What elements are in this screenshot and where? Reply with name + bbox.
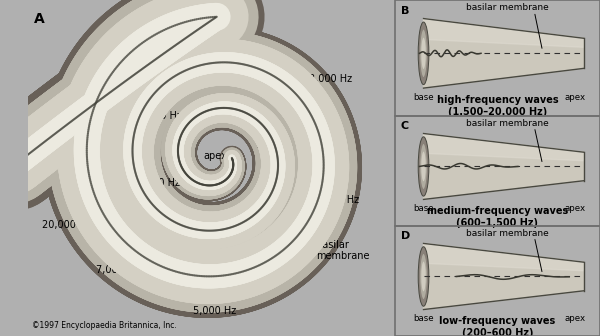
Text: 400 Hz: 400 Hz — [148, 111, 182, 121]
Text: 20,000 Hz: 20,000 Hz — [42, 220, 91, 230]
Text: 7,000 Hz: 7,000 Hz — [96, 265, 139, 276]
Text: D: D — [401, 231, 410, 241]
Text: basilar membrane: basilar membrane — [466, 229, 549, 238]
Ellipse shape — [418, 137, 429, 196]
Text: ©1997 Encyclopaedia Britannica, Inc.: ©1997 Encyclopaedia Britannica, Inc. — [32, 321, 176, 330]
Text: 600 Hz: 600 Hz — [191, 109, 225, 119]
Text: base: base — [413, 204, 434, 213]
Polygon shape — [424, 133, 584, 200]
Text: base: base — [413, 93, 434, 102]
Text: cochlear duct: cochlear duct — [64, 158, 130, 168]
Text: basilar membrane: basilar membrane — [466, 119, 549, 128]
Polygon shape — [424, 18, 584, 88]
Text: 3,000 Hz: 3,000 Hz — [309, 74, 352, 84]
Ellipse shape — [419, 143, 427, 190]
Ellipse shape — [419, 253, 427, 300]
Polygon shape — [424, 243, 584, 271]
Text: C: C — [401, 121, 409, 131]
Text: 5,000 Hz: 5,000 Hz — [193, 306, 236, 316]
Text: basilar membrane: basilar membrane — [466, 3, 549, 12]
Text: 4,000 Hz: 4,000 Hz — [316, 195, 359, 205]
Polygon shape — [424, 243, 584, 309]
Text: base: base — [413, 314, 434, 323]
Ellipse shape — [421, 38, 426, 69]
Text: 200 Hz: 200 Hz — [146, 178, 180, 188]
Ellipse shape — [421, 152, 426, 181]
Ellipse shape — [13, 155, 24, 174]
Ellipse shape — [419, 29, 427, 78]
Text: A: A — [34, 12, 44, 26]
Polygon shape — [424, 18, 584, 47]
Text: apex: apex — [565, 314, 586, 323]
Text: apex: apex — [565, 93, 586, 102]
Text: low-frequency waves
(200–600 Hz): low-frequency waves (200–600 Hz) — [439, 316, 556, 336]
Ellipse shape — [15, 158, 22, 171]
Polygon shape — [424, 133, 584, 161]
Text: 1,000 Hz: 1,000 Hz — [190, 217, 233, 227]
Text: basilar
membrane: basilar membrane — [316, 240, 369, 261]
Text: medium-frequency waves
(600–1,500 Hz): medium-frequency waves (600–1,500 Hz) — [427, 206, 568, 227]
Ellipse shape — [418, 247, 429, 306]
Text: 1,500 Hz: 1,500 Hz — [109, 40, 152, 50]
Text: 800 Hz: 800 Hz — [257, 141, 291, 151]
Ellipse shape — [421, 262, 426, 291]
Text: apex: apex — [203, 151, 227, 161]
Ellipse shape — [418, 22, 429, 85]
Text: base: base — [40, 124, 64, 134]
Ellipse shape — [11, 153, 25, 176]
Text: 2,000 Hz: 2,000 Hz — [183, 13, 227, 24]
Text: high-frequency waves
(1,500–20,000 Hz): high-frequency waves (1,500–20,000 Hz) — [437, 95, 558, 117]
Text: apex: apex — [565, 204, 586, 213]
Text: B: B — [401, 6, 409, 16]
